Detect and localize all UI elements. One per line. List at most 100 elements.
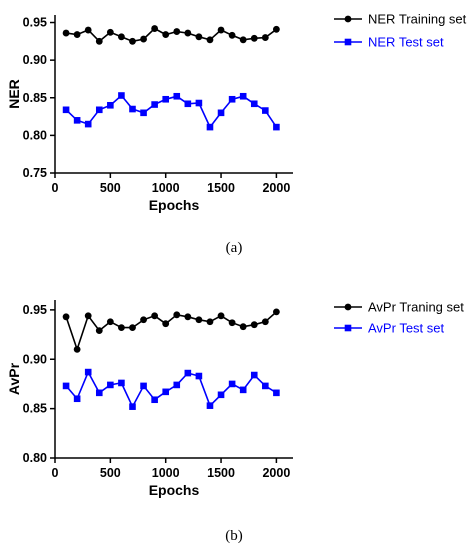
data-point bbox=[118, 379, 125, 387]
y-tick-label: 0.75 bbox=[23, 166, 47, 180]
y-tick-label: 0.95 bbox=[23, 303, 47, 317]
x-axis-label: Epochs bbox=[149, 197, 200, 213]
figure-caption: (a) bbox=[226, 240, 243, 256]
data-point bbox=[106, 28, 114, 36]
legend-label: AvPr Traning set bbox=[368, 300, 464, 315]
data-point bbox=[206, 123, 214, 131]
data-point bbox=[173, 381, 181, 389]
data-point bbox=[106, 318, 114, 326]
data-point bbox=[84, 312, 92, 320]
data-point bbox=[62, 106, 70, 114]
data-point bbox=[62, 29, 70, 37]
data-point bbox=[107, 101, 114, 109]
data-point bbox=[151, 396, 158, 404]
data-point bbox=[206, 402, 214, 409]
data-point bbox=[84, 26, 92, 34]
data-point bbox=[73, 117, 81, 124]
data-point bbox=[239, 323, 247, 331]
data-point bbox=[250, 100, 258, 108]
x-tick-label: 0 bbox=[52, 181, 59, 195]
data-point bbox=[262, 107, 269, 114]
data-point bbox=[84, 120, 92, 128]
data-point bbox=[206, 318, 214, 326]
data-point bbox=[273, 389, 280, 397]
data-point bbox=[73, 345, 81, 353]
data-point bbox=[162, 388, 169, 396]
data-point bbox=[173, 28, 181, 35]
legend-marker bbox=[344, 303, 352, 311]
data-point bbox=[262, 382, 269, 390]
y-tick-label: 0.90 bbox=[23, 53, 47, 67]
x-tick-label: 1500 bbox=[207, 181, 235, 195]
data-point bbox=[184, 369, 192, 377]
data-point bbox=[173, 92, 181, 100]
data-point bbox=[162, 31, 170, 38]
data-point bbox=[129, 37, 136, 45]
data-point bbox=[239, 386, 247, 394]
chart-b-avpr: 0.80 0.85 0.90 0.95 0 500 1000 1500 2000 Epochs Av… bbox=[6, 300, 464, 545]
data-point bbox=[184, 29, 192, 37]
legend-marker bbox=[344, 324, 352, 332]
data-point bbox=[228, 319, 236, 327]
data-point bbox=[151, 101, 158, 108]
x-tick-label: 1000 bbox=[152, 466, 180, 480]
data-point bbox=[140, 316, 147, 324]
legend-label: NER Training set bbox=[368, 12, 467, 27]
legend-label: AvPr Test set bbox=[368, 321, 444, 336]
data-point bbox=[151, 25, 159, 32]
chart-a-ner: 0.75 0.80 0.85 0.90 0.95 0 500 1000 1500 2000 Epoc… bbox=[6, 12, 467, 257]
data-point bbox=[239, 92, 247, 100]
data-point bbox=[95, 37, 103, 45]
y-tick-label: 0.80 bbox=[23, 451, 47, 465]
x-tick-label: 0 bbox=[52, 466, 59, 480]
data-point bbox=[151, 312, 159, 320]
data-point bbox=[73, 395, 81, 403]
x-tick-label: 2000 bbox=[262, 466, 290, 480]
x-tick-label: 500 bbox=[100, 181, 121, 195]
data-point bbox=[118, 33, 125, 41]
data-point bbox=[228, 31, 236, 39]
data-point bbox=[217, 109, 225, 117]
data-point bbox=[272, 308, 280, 316]
data-point bbox=[195, 33, 203, 41]
data-point bbox=[273, 123, 280, 131]
data-point bbox=[206, 36, 214, 44]
data-point bbox=[261, 318, 269, 326]
x-tick-label: 2000 bbox=[262, 181, 290, 195]
data-point bbox=[228, 95, 236, 103]
data-point bbox=[173, 311, 181, 319]
y-tick-label: 0.85 bbox=[23, 402, 47, 416]
data-point bbox=[184, 100, 192, 108]
data-point bbox=[195, 316, 203, 324]
data-point bbox=[118, 324, 125, 332]
legend-marker bbox=[344, 38, 352, 46]
data-point bbox=[250, 321, 258, 329]
data-point bbox=[95, 327, 103, 335]
y-axis-label: NER bbox=[6, 79, 22, 109]
data-point bbox=[95, 389, 103, 397]
data-point bbox=[95, 106, 103, 114]
x-tick-label: 1000 bbox=[152, 181, 180, 195]
data-point bbox=[217, 26, 225, 34]
data-point bbox=[140, 35, 147, 43]
data-point bbox=[228, 380, 236, 388]
y-tick-label: 0.80 bbox=[23, 128, 47, 142]
data-point bbox=[129, 105, 136, 113]
y-tick-label: 0.85 bbox=[23, 91, 47, 105]
x-axis-label: Epochs bbox=[149, 482, 200, 498]
data-point bbox=[73, 31, 81, 38]
data-point bbox=[129, 324, 136, 332]
data-point bbox=[195, 372, 203, 380]
x-tick-label: 500 bbox=[100, 466, 121, 480]
data-point bbox=[239, 36, 247, 44]
data-point bbox=[162, 320, 170, 328]
legend-label: NER Test set bbox=[368, 35, 444, 50]
data-point bbox=[250, 371, 258, 379]
y-axis-label: AvPr bbox=[6, 362, 22, 395]
legend-marker bbox=[344, 15, 352, 23]
data-point bbox=[250, 34, 258, 42]
data-point bbox=[217, 312, 225, 320]
data-point bbox=[118, 92, 125, 99]
data-point bbox=[84, 368, 92, 376]
